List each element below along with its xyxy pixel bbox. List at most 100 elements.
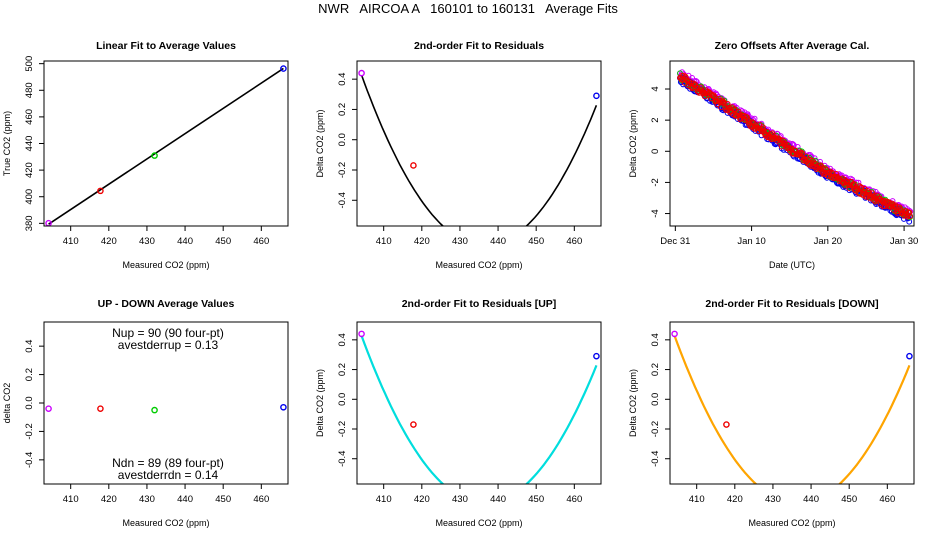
y-tick-label: 0.4 [337,333,348,346]
data-point [465,229,470,234]
y-axis-label: Delta CO2 (ppm) [628,369,638,437]
y-tick-label: 0.2 [650,363,661,376]
data-point [280,65,287,72]
y-tick-label: 400 [24,189,35,205]
plot-data [358,330,600,492]
fit-curve [360,335,598,484]
plot-frame [356,321,602,485]
offset-point [731,106,738,112]
data-point [97,187,104,195]
y-axis-label: Delta CO2 (ppm) [315,109,325,177]
x-tick-label: 460 [566,236,582,247]
y-tick-label: -0.4 [650,451,661,467]
x-tick-label: 440 [177,494,193,505]
data-point [410,162,417,169]
y-tick-label: 460 [24,109,35,125]
x-tick-label: 460 [253,494,269,505]
x-tick-label: Jan 30 [890,236,919,247]
data-point [465,487,470,492]
data-point [280,403,287,411]
chart-title: 2nd-order Fit to Residuals [414,40,544,52]
offset-trend-line [679,76,911,218]
y-tick-label: 2 [650,118,661,123]
plot-frame [669,321,915,485]
chart-title: UP - DOWN Average Values [98,298,235,310]
x-tick-label: 410 [376,494,392,505]
x-tick-label: Jan 10 [737,236,766,247]
y-axis-label: Delta CO2 (ppm) [628,109,638,177]
x-tick-label: 430 [452,494,468,505]
x-tick-label: 410 [376,236,392,247]
x-tick-label: 460 [879,494,895,505]
y-tick-label: 0.0 [337,133,348,146]
data-point [410,421,417,428]
data-point [151,406,158,414]
y-tick-label: 420 [24,162,35,178]
plot-data [671,330,913,484]
chart-title: 2nd-order Fit to Residuals [UP] [402,298,557,310]
x-tick-label: 420 [727,494,743,505]
x-tick-label: 450 [528,236,544,247]
y-tick-label: -0.4 [337,192,348,208]
y-tick-label: -0.2 [337,162,348,178]
x-axis-label: Measured CO2 (ppm) [122,260,209,270]
offset-point [735,108,742,115]
chart-updown: UP - DOWN Average Values 410 420 430 440 450 4… [2,298,289,528]
x-tick-label: 430 [139,236,155,247]
y-tick-label: 0.2 [337,103,348,116]
data-point [45,405,52,412]
x-tick-label: 420 [101,494,117,505]
fit-curve [673,335,911,484]
fit-curve [360,74,598,226]
y-tick-label: 440 [24,136,35,152]
data-point [593,352,600,360]
x-tick-label: 410 [63,494,79,505]
data-point [723,421,730,428]
annotation: Nup = 90 (90 four-pt) [112,326,224,340]
x-tick-label: 420 [101,236,117,247]
plot-data [45,65,287,226]
plot-frame [43,321,289,485]
x-tick-label: 460 [566,494,582,505]
data-point [906,352,913,360]
x-tick-label: 430 [139,494,155,505]
y-tick-label: 0.4 [650,333,661,346]
offset-point [907,213,913,220]
y-tick-label: -0.2 [24,423,35,439]
x-axis-label: Date (UTC) [769,260,815,270]
y-tick-label: -0.4 [337,451,348,467]
offset-point [858,185,865,191]
page-title: NWR AIRCOA A 160101 to 160131 Average Fi… [318,1,618,16]
chart-offsets: Zero Offsets After Average Cal. Dec 31 Jan… [628,40,918,270]
x-tick-label: 450 [841,494,857,505]
y-tick-label: 0.4 [24,340,35,353]
y-tick-label: -2 [650,178,661,186]
chart-resid_up: 2nd-order Fit to Residuals [UP] 410 420 430… [315,298,602,528]
y-tick-label: -4 [650,209,661,217]
fit-line [48,67,284,225]
x-tick-label: Jan 20 [814,236,843,247]
chart-title: 2nd-order Fit to Residuals [DOWN] [705,298,878,310]
data-point [151,152,158,159]
x-tick-label: 450 [215,494,231,505]
x-axis-label: Measured CO2 (ppm) [122,518,209,528]
plot-data [677,69,914,225]
x-axis-label: Measured CO2 (ppm) [748,518,835,528]
chart-title: Zero Offsets After Average Cal. [715,40,870,52]
plot-frame [669,60,915,227]
y-tick-label: -0.2 [337,421,348,437]
y-tick-label: 480 [24,82,35,98]
y-tick-label: 0 [650,149,661,154]
x-tick-label: 430 [765,494,781,505]
data-point [358,330,365,338]
plot-frame [356,60,602,227]
plot-data [358,69,600,234]
plot-frame [43,60,289,227]
annotation: Ndn = 89 (89 four-pt) [112,456,224,470]
y-tick-label: 0.0 [650,393,661,406]
chart-linear: Linear Fit to Average Values 410 420 430 440… [2,40,289,270]
x-tick-label: 450 [215,236,231,247]
annotation: avestderrup = 0.13 [118,338,219,352]
x-tick-label: 440 [177,236,193,247]
data-point [358,69,365,77]
